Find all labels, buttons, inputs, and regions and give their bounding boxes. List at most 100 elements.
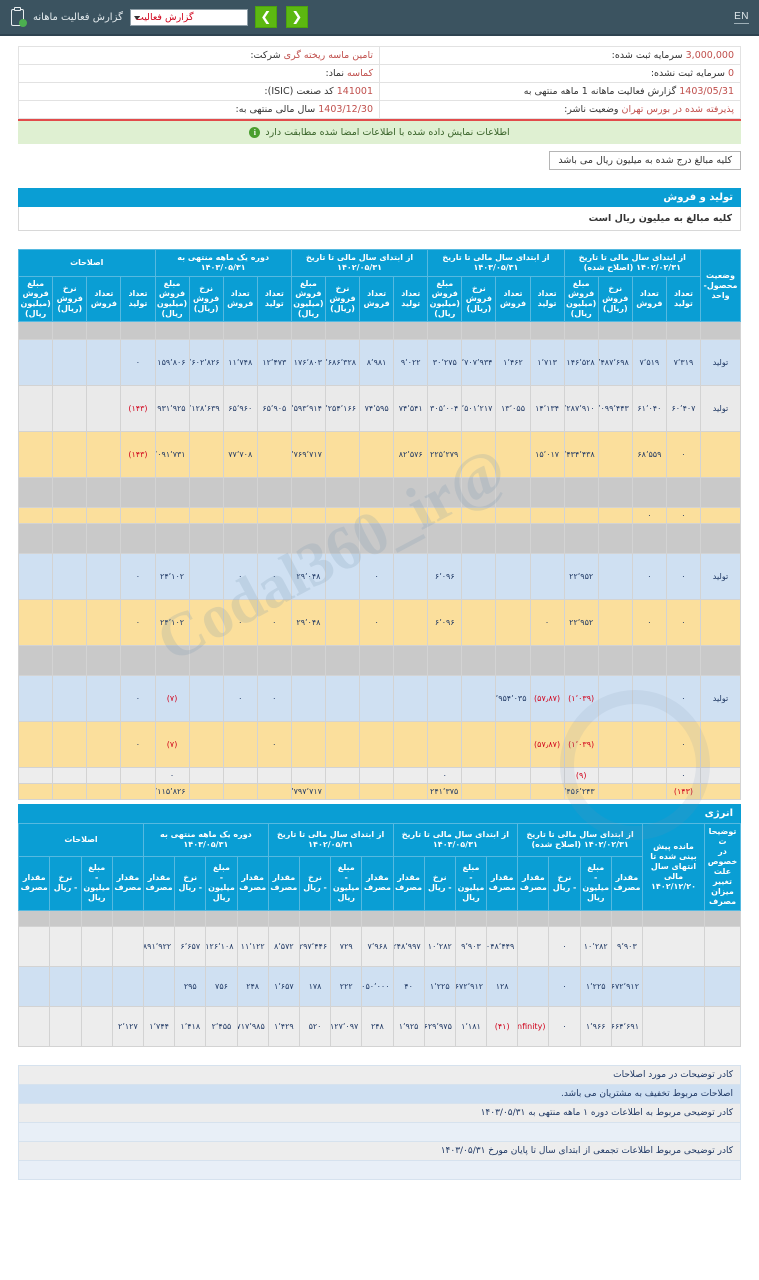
energy-col-header-2-3: مقدار مصرف xyxy=(267,855,300,912)
cell-r9-c15 xyxy=(154,645,190,676)
cell-r5-c18 xyxy=(52,507,88,524)
energy-cell-r2-c0: ۹٬۶۷۲٬۹۱۲ xyxy=(610,966,644,1007)
cell-r3-c12 xyxy=(256,431,292,478)
topbar-left-group: EN xyxy=(734,11,749,24)
cell-r12-c0: ۰ xyxy=(665,767,702,784)
row-unit-cell xyxy=(700,721,741,768)
cell-r11-c10 xyxy=(324,721,361,768)
cell-r1-c19 xyxy=(17,339,54,386)
energy-cell-r1-c3 xyxy=(517,926,550,967)
cell-r12-c18 xyxy=(52,767,88,784)
cell-r0-c15 xyxy=(154,321,190,340)
cell-r4-c17 xyxy=(86,477,122,508)
cell-r2-c1: ۶۱٬۰۴۰ xyxy=(631,385,667,432)
cell-r12-c9 xyxy=(359,767,395,784)
col-header-4-0: تعداد تولید xyxy=(120,276,156,322)
table-row xyxy=(17,321,741,340)
cell-r4-c15 xyxy=(154,477,190,508)
col-header-3-2: نرخ فروش (ریال) xyxy=(188,276,224,322)
cell-r13-c11: ۱٬۷۹۷٬۷۱۷ xyxy=(290,783,326,800)
cell-r10-c8 xyxy=(393,675,429,722)
col-header-4-3: مبلغ فروش (میلیون ریال) xyxy=(17,276,54,322)
energy-cell-r3-c6: ۱٬۶۲۹٬۹۷۵ xyxy=(423,1006,456,1047)
cell-r4-c3 xyxy=(563,477,599,508)
cell-r0-c9 xyxy=(359,321,395,340)
col-header-energy-notes: توضیحات در خصوص علت تغییر میزان مصرف xyxy=(704,823,741,911)
cell-r13-c7: ۲۴۱٬۳۷۵ xyxy=(427,783,463,800)
energy-cell-r0-c16 xyxy=(111,910,145,927)
col-header-1-1: تعداد فروش xyxy=(495,276,531,322)
info-icon: i xyxy=(249,127,261,138)
production-group-header-4: اصلاحات xyxy=(18,249,156,277)
energy-cell-r0-c3 xyxy=(517,910,550,927)
cell-r12-c11 xyxy=(290,767,326,784)
energy-cell-r0-c7 xyxy=(392,910,425,927)
energy-cell-r1-c7: ۲۴۸٬۹۹۷ xyxy=(392,926,425,967)
spacer-3 xyxy=(18,1047,741,1065)
energy-cell-r1-c16 xyxy=(111,926,145,967)
cell-r7-c7: ۶٬۰۹۶ xyxy=(427,553,463,600)
energy-cell-r2-c18 xyxy=(49,966,82,1007)
cell-r0-c3 xyxy=(563,321,599,340)
fiscal-year-label: سال مالی منتهی به: xyxy=(235,104,316,115)
cell-r1-c8: ۹٬۰۲۲ xyxy=(393,339,429,386)
cell-r2-c8: ۷۴٬۵۴۱ xyxy=(393,385,429,432)
cell-r10-c7 xyxy=(427,675,463,722)
cell-r9-c19 xyxy=(17,645,54,676)
row-unit-cell xyxy=(700,523,741,554)
cell-r6-c15 xyxy=(154,523,190,554)
note-row xyxy=(18,1160,741,1180)
spacer-2 xyxy=(18,231,741,249)
cell-r7-c0: ۰ xyxy=(665,553,702,600)
cell-r11-c5 xyxy=(495,721,531,768)
energy-col-header-0-2: نرخ - ریال xyxy=(548,855,581,912)
report-type-select[interactable]: گزارش فعالیت xyxy=(129,8,248,26)
cell-r7-c19 xyxy=(17,553,54,600)
cell-r2-c6: ۲۲٬۵۰۱٬۲۱۷ xyxy=(461,385,497,432)
energy-col-header-4-1: مبلغ - میلیون ریال xyxy=(80,855,113,912)
table-row xyxy=(17,477,741,508)
cell-r13-c0: (۱۴۳) xyxy=(665,783,702,800)
info-cell-issuer-status: پذیرفته شده در بورس تهران وضعیت ناشر: xyxy=(379,100,741,119)
next-report-button[interactable]: ❯ xyxy=(254,6,277,28)
cell-r8-c12: ۰ xyxy=(256,599,292,646)
energy-cell-r3-c9: ۲٬۱۲۷٬۰۹۷ xyxy=(330,1006,363,1047)
cell-r9-c3 xyxy=(563,645,599,676)
energy-cell-r0-c5 xyxy=(454,910,488,927)
cell-r5-c16 xyxy=(120,507,156,524)
cell-r11-c17 xyxy=(86,721,122,768)
cell-r11-c3: (۱٬۰۳۹) xyxy=(563,721,599,768)
energy-cell-r2-c16 xyxy=(111,966,145,1007)
prev-report-button[interactable]: ❮ xyxy=(285,6,308,28)
registered-capital-value: 3,000,000 xyxy=(685,50,734,61)
energy-cell-r3-c14: ۱٬۴۱۸ xyxy=(174,1006,207,1047)
col-header-2-2: نرخ فروش (ریال) xyxy=(324,276,361,322)
col-header-1-2: نرخ فروش (ریال) xyxy=(461,276,497,322)
cell-r8-c16: ۰ xyxy=(120,599,156,646)
info-cell-fiscal-year: 1403/12/30 سال مالی منتهی به: xyxy=(18,100,380,119)
energy-cell-r2-c15 xyxy=(142,966,176,1007)
energy-cell-r0-c4 xyxy=(486,910,519,927)
cell-r0-c5 xyxy=(495,321,531,340)
energy-cell-r3-c17 xyxy=(80,1006,113,1047)
top-bar: EN ❮ ❯ گزارش فعالیت گزارش فعالیت ماهانه xyxy=(0,0,759,36)
cell-r13-c8 xyxy=(393,783,429,800)
spacer-1 xyxy=(18,170,741,188)
energy-cell-r1-c8: ۷٬۹۶۸ xyxy=(361,926,394,967)
table-row: ۰ (۹) ۰ ۰ xyxy=(17,767,741,784)
cell-r9-c1 xyxy=(631,645,667,676)
cell-r1-c12: ۱۲٬۴۷۳ xyxy=(256,339,292,386)
energy-cell-r3-c11: ۱٬۴۲۹ xyxy=(267,1006,300,1047)
energy-cell-r0-c1 xyxy=(579,910,612,927)
col-header-4-1: تعداد فروش xyxy=(86,276,122,322)
cell-r11-c7 xyxy=(427,721,463,768)
cell-r4-c16 xyxy=(120,477,156,508)
cell-r1-c11: ۱۷۶٬۸۰۳ xyxy=(290,339,326,386)
energy-cell-r2-c3 xyxy=(517,966,550,1007)
row-unit-cell xyxy=(700,783,741,800)
table-row: ۱٬۶۶۴٬۶۹۱۱٬۹۶۶۰(Infinity)(۴۱)۱٬۱۸۱۱٬۶۲۹٬… xyxy=(17,1006,741,1047)
energy-row-balance-cell xyxy=(642,966,705,1007)
report-type-select-value: گزارش فعالیت xyxy=(134,11,194,23)
language-toggle-en[interactable]: EN xyxy=(734,10,749,24)
